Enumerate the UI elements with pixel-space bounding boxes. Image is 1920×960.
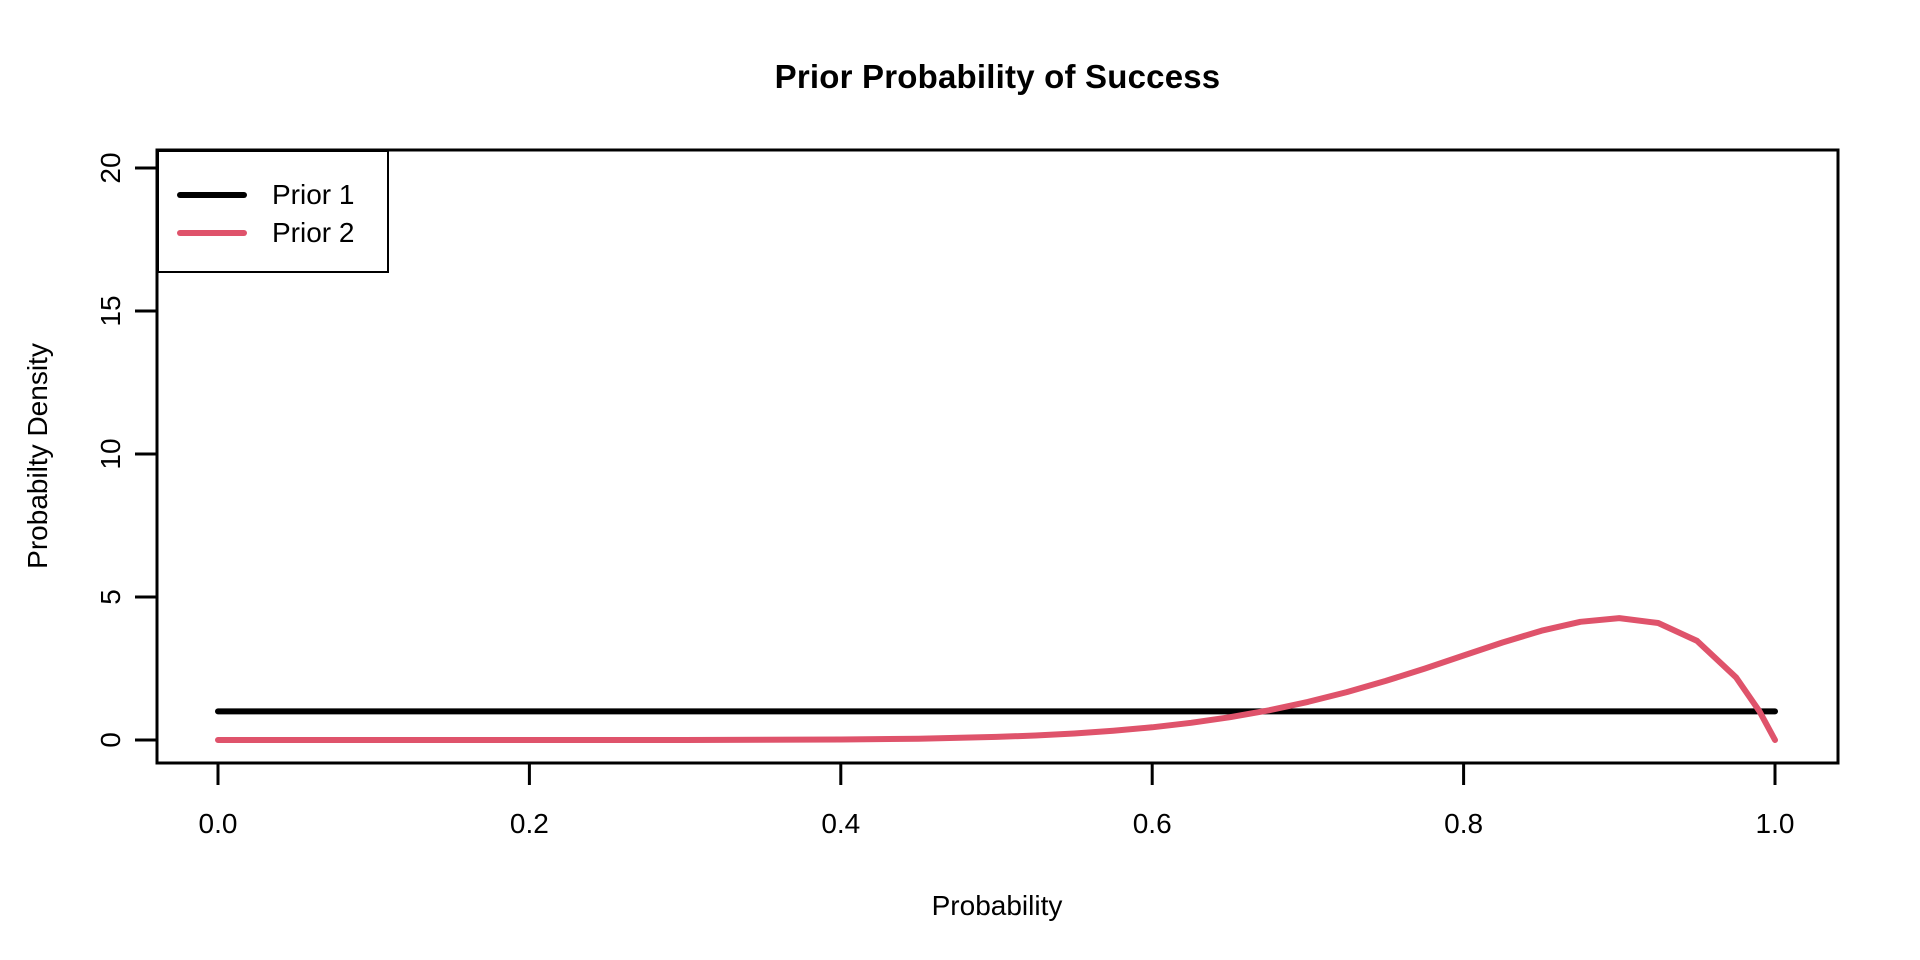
legend-label-prior-1: Prior 1 <box>272 179 355 210</box>
prior-2-line-swatch <box>177 230 247 236</box>
prior-2-curve <box>215 615 1778 743</box>
legend-item-prior-1: Prior 1 <box>159 178 387 212</box>
y-tick-label: 10 <box>95 438 126 469</box>
x-tick-label: 0.4 <box>821 808 860 839</box>
x-tick-label: 0.8 <box>1444 808 1483 839</box>
x-tick-label: 0.0 <box>199 808 238 839</box>
y-tick-label: 0 <box>95 732 126 748</box>
legend-item-prior-2: Prior 2 <box>159 216 387 250</box>
x-tick-label: 1.0 <box>1756 808 1795 839</box>
x-tick-label: 0.6 <box>1133 808 1172 839</box>
y-tick-label: 20 <box>95 152 126 183</box>
legend-label-prior-2: Prior 2 <box>272 217 355 248</box>
x-tick-label: 0.2 <box>510 808 549 839</box>
chart-title: Prior Probability of Success <box>774 58 1221 95</box>
legend: Prior 1 Prior 2 <box>157 150 389 273</box>
y-tick-label: 5 <box>95 589 126 605</box>
x-axis-label: Probability <box>931 890 1063 921</box>
y-axis-label: Probabilty Density <box>22 343 53 569</box>
plot-box <box>155 148 1840 765</box>
prior-1-line-swatch <box>177 192 247 198</box>
y-tick-label: 15 <box>95 295 126 326</box>
